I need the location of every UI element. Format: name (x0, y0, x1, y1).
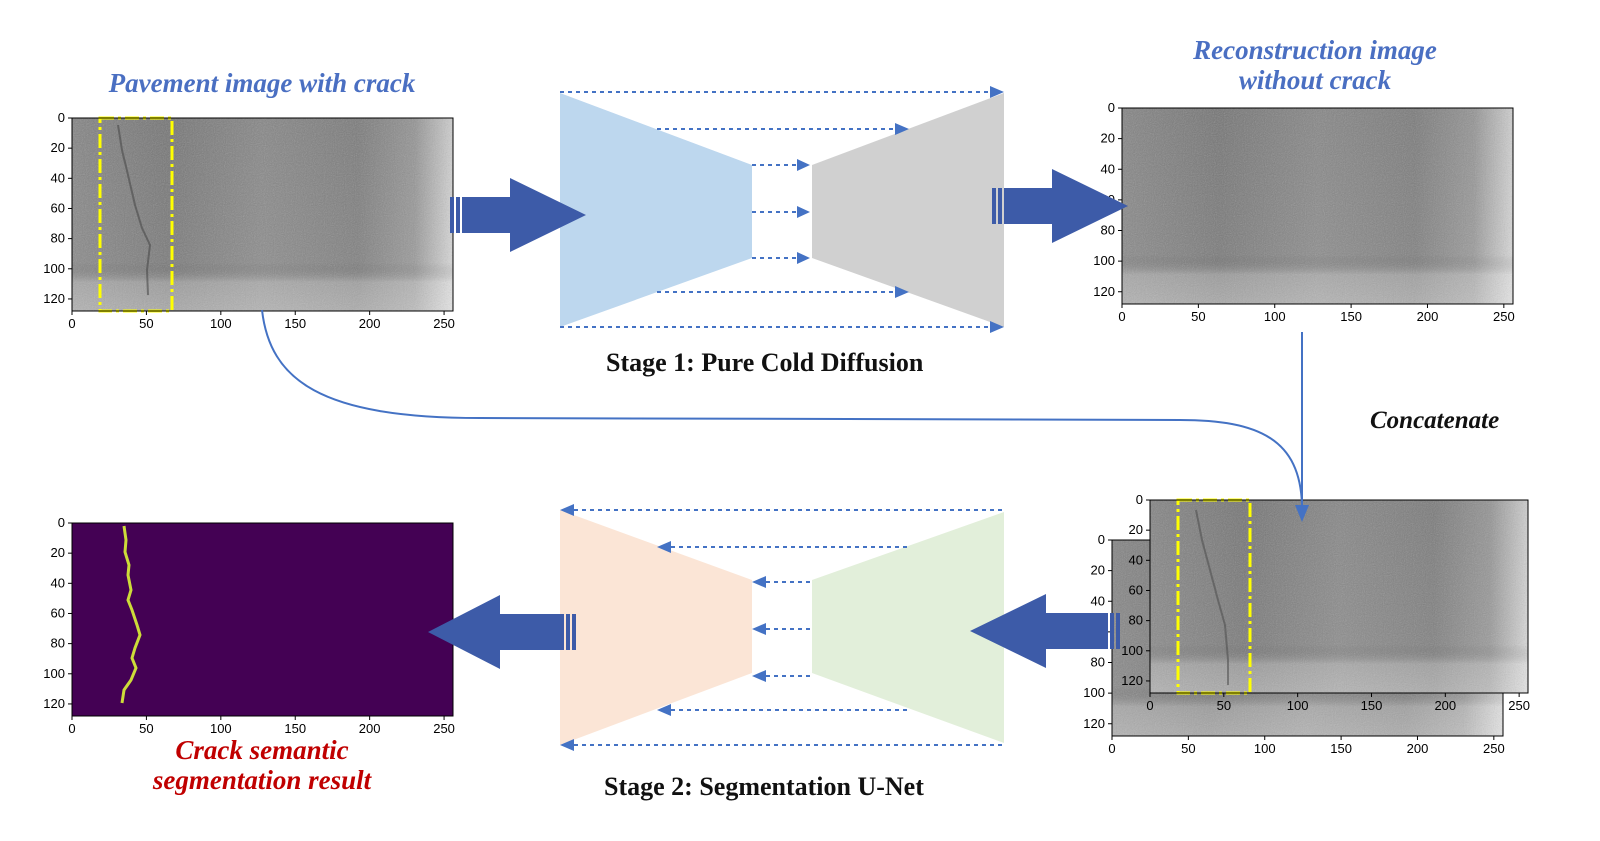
y-tick-label: 40 (1129, 552, 1143, 567)
x-tick-label: 150 (1330, 741, 1352, 756)
segmentation-image (72, 523, 453, 716)
segmentation-title-line2: segmentation result (72, 765, 452, 795)
concatenated-front-plot (1150, 500, 1528, 693)
y-tick-label: 100 (1093, 253, 1115, 268)
y-tick-label: 0 (1136, 492, 1143, 507)
y-tick-label: 20 (1101, 131, 1115, 146)
y-tick-label: 40 (1091, 593, 1105, 608)
y-tick-label: 0 (58, 515, 65, 530)
y-tick-label: 80 (51, 231, 65, 246)
x-tick-label: 0 (1108, 741, 1115, 756)
y-tick-label: 120 (1093, 284, 1115, 299)
x-tick-label: 200 (359, 316, 381, 331)
y-tick-label: 60 (51, 605, 65, 620)
x-tick-label: 250 (1483, 741, 1505, 756)
x-tick-label: 200 (1434, 698, 1456, 713)
y-tick-label: 20 (1129, 522, 1143, 537)
y-tick-label: 40 (1101, 161, 1115, 176)
y-tick-label: 0 (1108, 100, 1115, 115)
y-tick-label: 80 (1091, 655, 1105, 670)
skip-curve-line (262, 310, 1302, 505)
x-tick-label: 50 (1191, 309, 1205, 324)
x-tick-label: 100 (1254, 741, 1276, 756)
x-tick-label: 100 (1287, 698, 1309, 713)
y-tick-label: 40 (51, 170, 65, 185)
x-tick-label: 50 (1217, 698, 1231, 713)
pavement-title: Pavement image with crack (72, 68, 452, 98)
reconstruction-image-texture (1122, 108, 1513, 304)
x-tick-label: 250 (433, 721, 455, 736)
y-tick-label: 20 (1091, 563, 1105, 578)
y-tick-label: 100 (1083, 685, 1105, 700)
stage2-network (560, 504, 1004, 751)
y-tick-label: 100 (43, 261, 65, 276)
stage2-title: Stage 2: Segmentation U-Net (604, 772, 924, 802)
y-tick-label: 100 (1121, 643, 1143, 658)
segmentation-title-line1: Crack semantic (72, 735, 452, 765)
x-tick-label: 0 (1118, 309, 1125, 324)
x-tick-label: 250 (1493, 309, 1515, 324)
y-tick-label: 120 (43, 291, 65, 306)
stage1-title: Stage 1: Pure Cold Diffusion (606, 348, 923, 378)
x-tick-label: 150 (1361, 698, 1383, 713)
pavement-image-texture (72, 118, 453, 311)
concatenate-label: Concatenate (1370, 407, 1499, 435)
x-tick-label: 0 (1146, 698, 1153, 713)
y-tick-label: 0 (58, 110, 65, 125)
y-tick-label: 120 (1083, 716, 1105, 731)
stage2-decoder (560, 510, 752, 745)
y-tick-label: 120 (43, 696, 65, 711)
reconstruction-title-line1: Reconstruction image (1140, 35, 1490, 65)
y-tick-label: 80 (51, 636, 65, 651)
x-tick-label: 100 (210, 316, 232, 331)
y-tick-label: 60 (1129, 582, 1143, 597)
y-tick-label: 0 (1098, 532, 1105, 547)
reconstruction-image-plot (1122, 108, 1513, 304)
x-tick-label: 100 (1264, 309, 1286, 324)
stage1-network (560, 86, 1004, 333)
x-tick-label: 50 (139, 721, 153, 736)
concatenate-connectors (262, 310, 1309, 522)
x-tick-label: 250 (433, 316, 455, 331)
y-tick-label: 80 (1101, 223, 1115, 238)
x-tick-label: 200 (359, 721, 381, 736)
x-tick-label: 100 (210, 721, 232, 736)
y-tick-label: 20 (51, 545, 65, 560)
x-tick-label: 0 (68, 721, 75, 736)
concatenated-front-texture (1150, 500, 1528, 693)
x-tick-label: 200 (1417, 309, 1439, 324)
y-tick-label: 100 (43, 666, 65, 681)
x-tick-label: 50 (1181, 741, 1195, 756)
y-tick-label: 40 (51, 575, 65, 590)
y-tick-label: 120 (1121, 673, 1143, 688)
x-tick-label: 150 (284, 316, 306, 331)
segmentation-result-plot (72, 523, 453, 716)
x-tick-label: 200 (1407, 741, 1429, 756)
y-tick-label: 60 (51, 200, 65, 215)
x-tick-label: 250 (1508, 698, 1530, 713)
y-tick-label: 80 (1129, 613, 1143, 628)
y-tick-label: 20 (51, 140, 65, 155)
x-tick-label: 0 (68, 316, 75, 331)
x-tick-label: 50 (139, 316, 153, 331)
x-tick-label: 150 (284, 721, 306, 736)
x-tick-label: 150 (1340, 309, 1362, 324)
reconstruction-title-line2: without crack (1140, 65, 1490, 95)
pavement-image-plot (72, 118, 453, 311)
